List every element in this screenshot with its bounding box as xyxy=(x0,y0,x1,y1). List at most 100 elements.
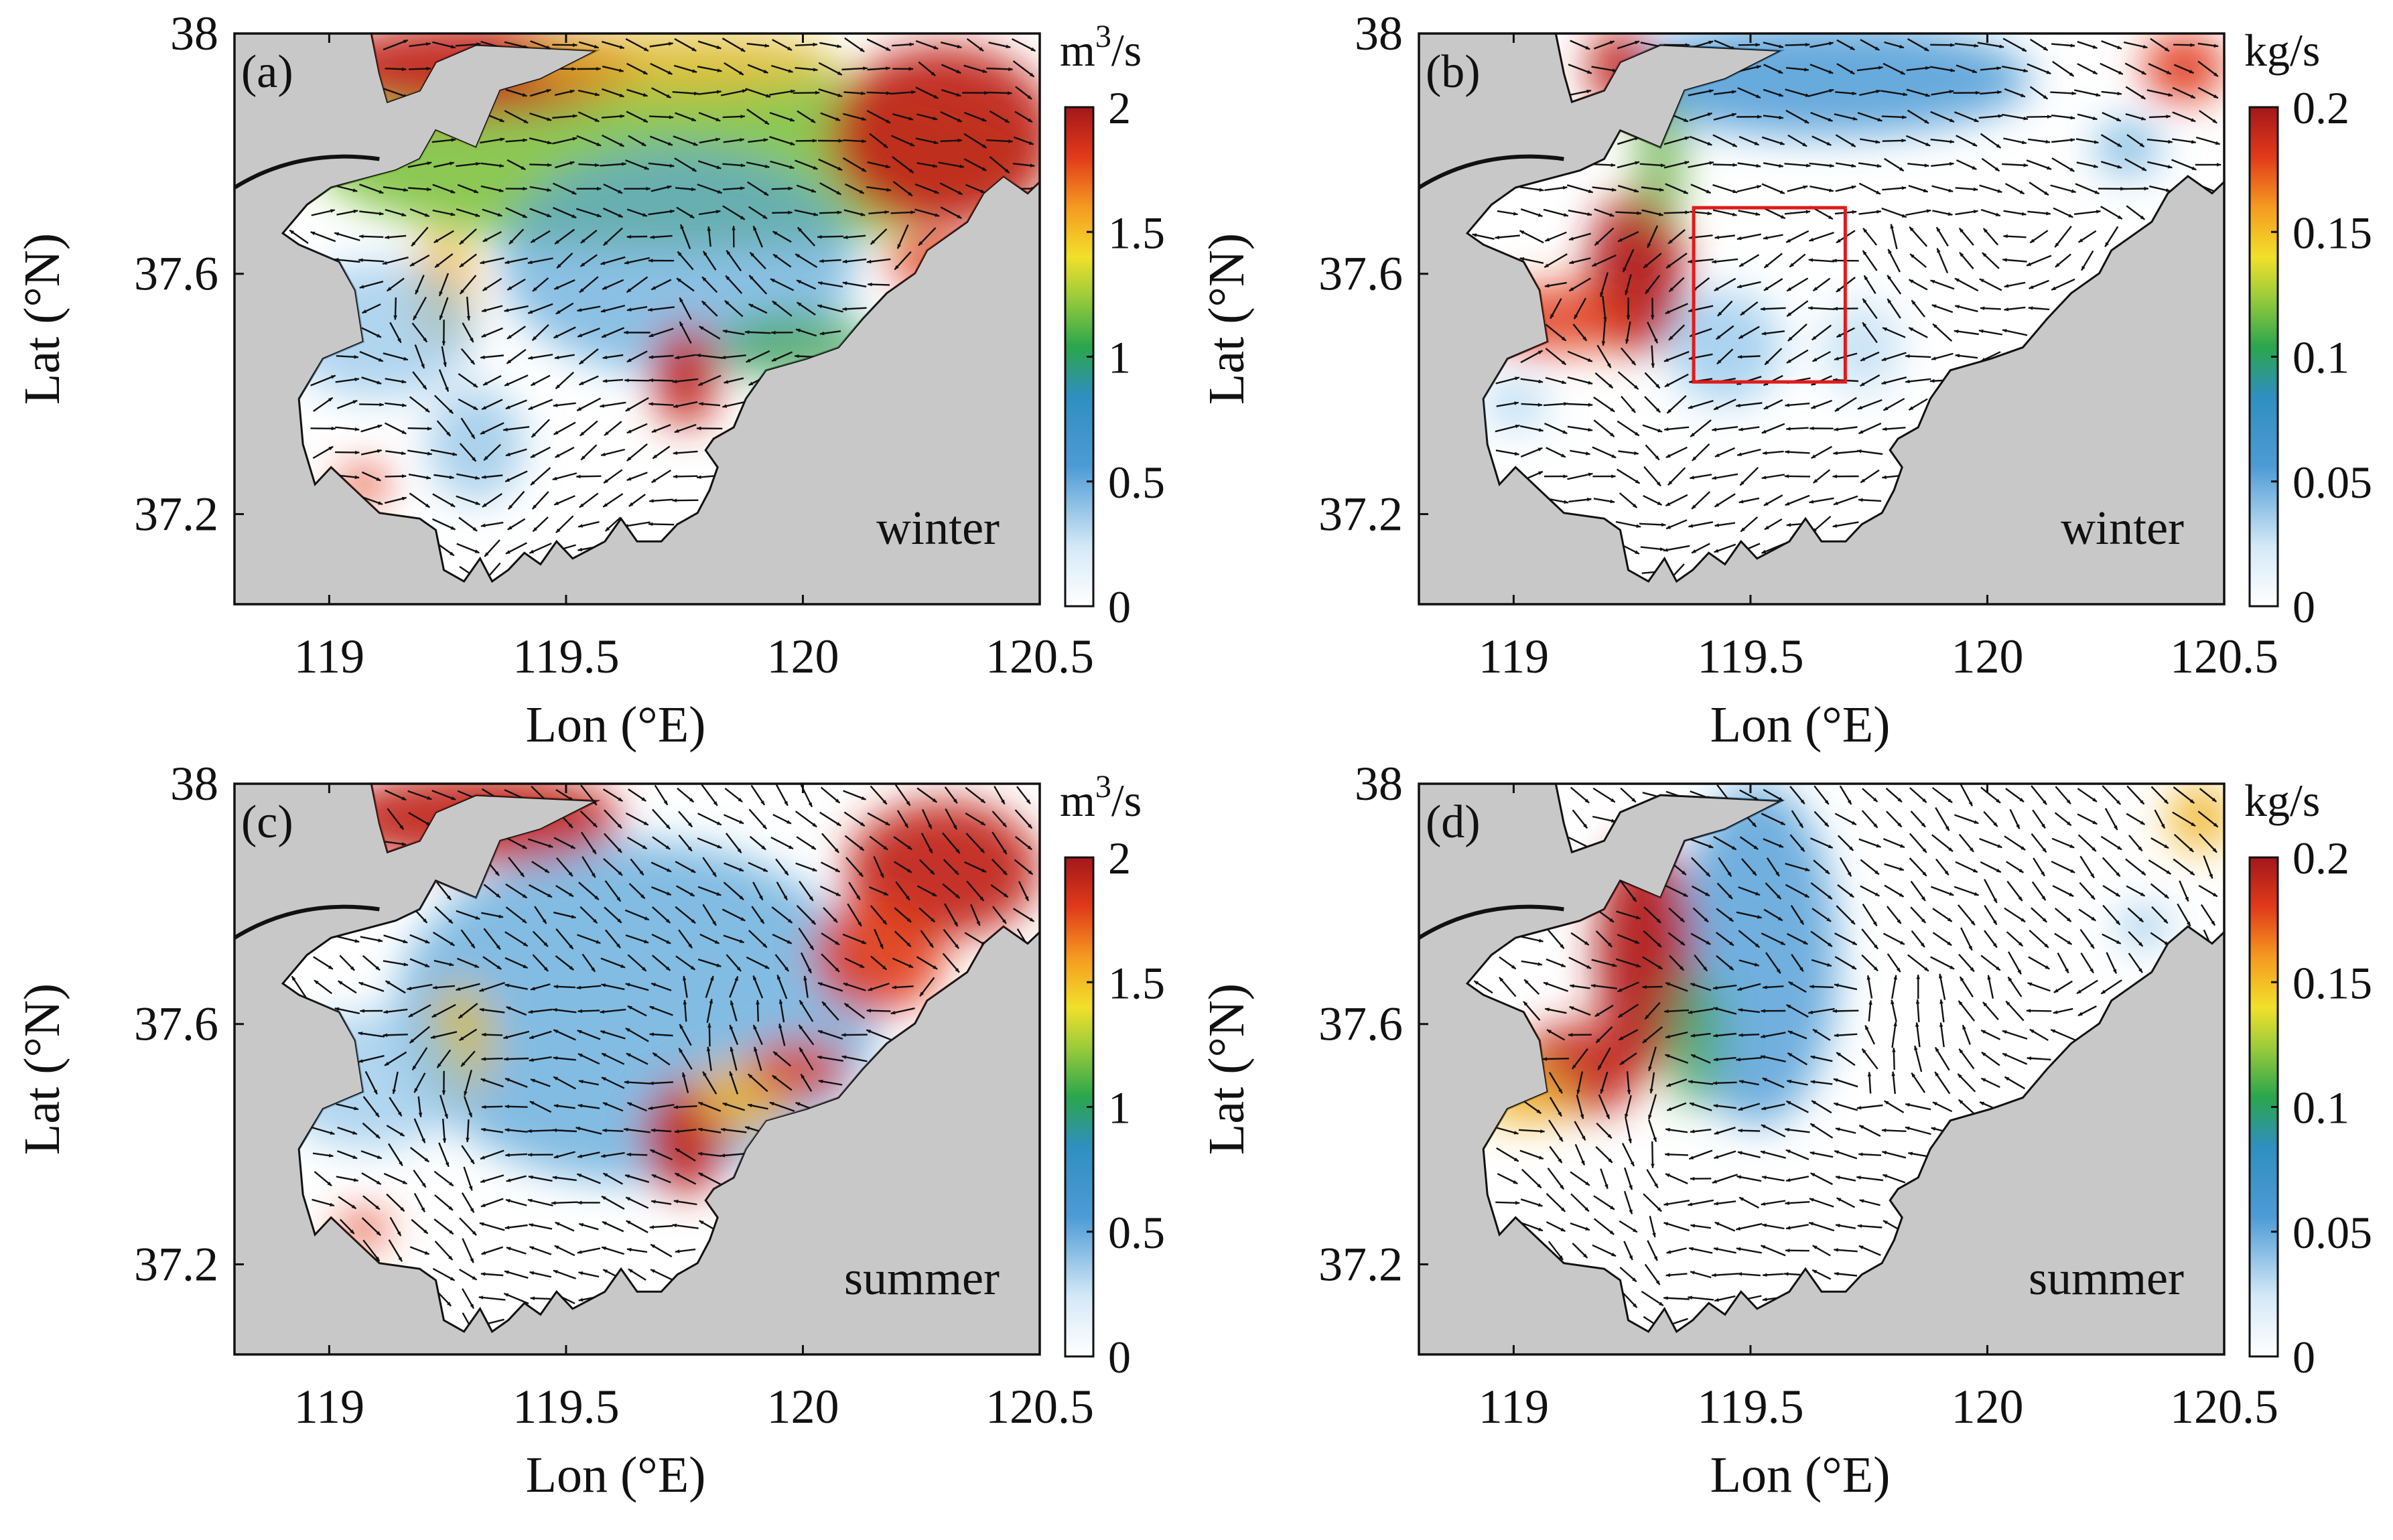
vector-arrow xyxy=(336,399,358,409)
vector-arrow xyxy=(2104,226,2119,247)
x-tick-label: 119 xyxy=(1479,1380,1549,1433)
vector-arrow xyxy=(647,306,675,312)
vector-arrow xyxy=(553,326,576,339)
vector-arrow xyxy=(2027,63,2051,75)
vector-arrow xyxy=(532,277,549,292)
vector-arrow xyxy=(1931,185,1954,193)
x-tick-label: 119.5 xyxy=(1697,630,1803,683)
vector-arrow xyxy=(819,210,842,214)
vector-arrow xyxy=(1906,66,1931,71)
vector-arrow xyxy=(335,377,360,383)
vector-arrow xyxy=(462,322,474,343)
vector-arrow xyxy=(1689,135,1712,146)
vector-arrow xyxy=(870,228,888,245)
vector-arrow xyxy=(1835,162,1856,168)
vector-arrow xyxy=(483,443,501,461)
vector-arrow xyxy=(648,328,674,338)
vector-arrow xyxy=(1935,226,1949,247)
x-tick-label: 120 xyxy=(1951,1380,2023,1433)
flux-patch xyxy=(2095,119,2160,176)
vector-arrow xyxy=(1617,185,1639,193)
vector-arrow xyxy=(673,135,699,147)
river-line xyxy=(1418,154,1564,190)
vector-arrow xyxy=(2148,63,2172,75)
vector-arrow xyxy=(507,518,526,531)
vector-arrow xyxy=(482,230,502,242)
vector-arrow xyxy=(1936,248,1949,273)
vector-arrow xyxy=(553,421,576,435)
x-axis-label: Lon (°E) xyxy=(1710,1447,1891,1503)
vector-arrow xyxy=(457,184,479,194)
vector-arrow xyxy=(1601,319,1606,346)
vector-arrow xyxy=(1929,66,1956,72)
y-tick-label: 37.6 xyxy=(134,247,218,301)
velocity-vectors xyxy=(289,37,1036,581)
vector-arrow xyxy=(722,163,746,167)
vector-arrow xyxy=(334,232,360,242)
vector-arrow xyxy=(866,38,891,52)
vector-arrow xyxy=(769,112,795,122)
vector-arrow xyxy=(1784,474,1811,478)
vector-arrow xyxy=(504,41,529,49)
vector-arrow xyxy=(1811,135,1832,146)
vector-arrow xyxy=(1860,39,1880,51)
vector-arrow xyxy=(1929,279,1955,290)
vector-arrow xyxy=(1591,66,1618,72)
vector-arrow xyxy=(1738,135,1760,146)
vector-arrow xyxy=(1882,327,1906,338)
vector-arrow xyxy=(867,161,891,169)
vector-arrow xyxy=(530,1296,551,1300)
vector-arrow xyxy=(335,450,360,455)
vector-arrow xyxy=(482,277,502,291)
vector-arrow xyxy=(866,91,892,95)
x-tick-label: 119 xyxy=(294,630,364,683)
vector-arrow xyxy=(1543,208,1569,217)
vector-arrow xyxy=(2002,329,2028,336)
flux-patch xyxy=(427,387,525,502)
vector-arrow xyxy=(505,207,528,218)
vector-arrow xyxy=(2080,250,2094,271)
vector-arrow xyxy=(530,230,551,244)
vector-arrow xyxy=(1641,209,1664,216)
vector-arrow xyxy=(2100,161,2122,169)
vector-arrow xyxy=(2002,38,2027,52)
vector-arrow xyxy=(624,378,650,382)
vector-arrow xyxy=(1664,1152,1688,1157)
vector-arrow xyxy=(336,209,358,216)
y-axis-label: Lat (°N) xyxy=(14,233,70,405)
vector-arrow xyxy=(772,210,793,215)
vector-arrow xyxy=(1761,136,1785,145)
vector-arrow xyxy=(772,300,793,317)
vector-arrow xyxy=(866,258,891,264)
vector-arrow xyxy=(1738,326,1760,340)
vector-arrow xyxy=(724,299,744,318)
vector-arrow xyxy=(1931,304,1954,313)
vector-arrow xyxy=(1887,298,1901,319)
x-tick-label: 120.5 xyxy=(985,1380,1094,1433)
vector-arrow xyxy=(843,234,866,240)
vector-arrow xyxy=(579,492,599,508)
panel-label: (b) xyxy=(1426,46,1481,98)
vector-arrow xyxy=(1615,211,1642,215)
vector-arrow xyxy=(1737,87,1761,99)
vector-arrow xyxy=(707,1022,711,1047)
vector-arrow xyxy=(697,184,723,194)
vector-arrow xyxy=(797,301,816,316)
vector-arrow xyxy=(1858,162,1882,168)
vector-arrow xyxy=(458,398,478,411)
vector-arrow xyxy=(383,1033,408,1038)
vector-arrow xyxy=(672,378,699,384)
vector-arrow xyxy=(695,353,724,359)
vector-arrow xyxy=(484,539,500,557)
vector-arrow xyxy=(679,321,692,344)
vector-arrow xyxy=(1737,162,1761,168)
vector-arrow xyxy=(552,43,578,48)
vector-arrow xyxy=(1663,161,1690,169)
vector-arrow xyxy=(1809,42,1834,48)
vector-arrow xyxy=(1955,187,1978,192)
vector-arrow xyxy=(2002,234,2027,238)
vector-arrow xyxy=(1956,64,1978,74)
y-tick-label: 37.2 xyxy=(134,487,218,541)
vector-arrow xyxy=(892,156,914,173)
vector-arrow xyxy=(2125,113,2146,121)
